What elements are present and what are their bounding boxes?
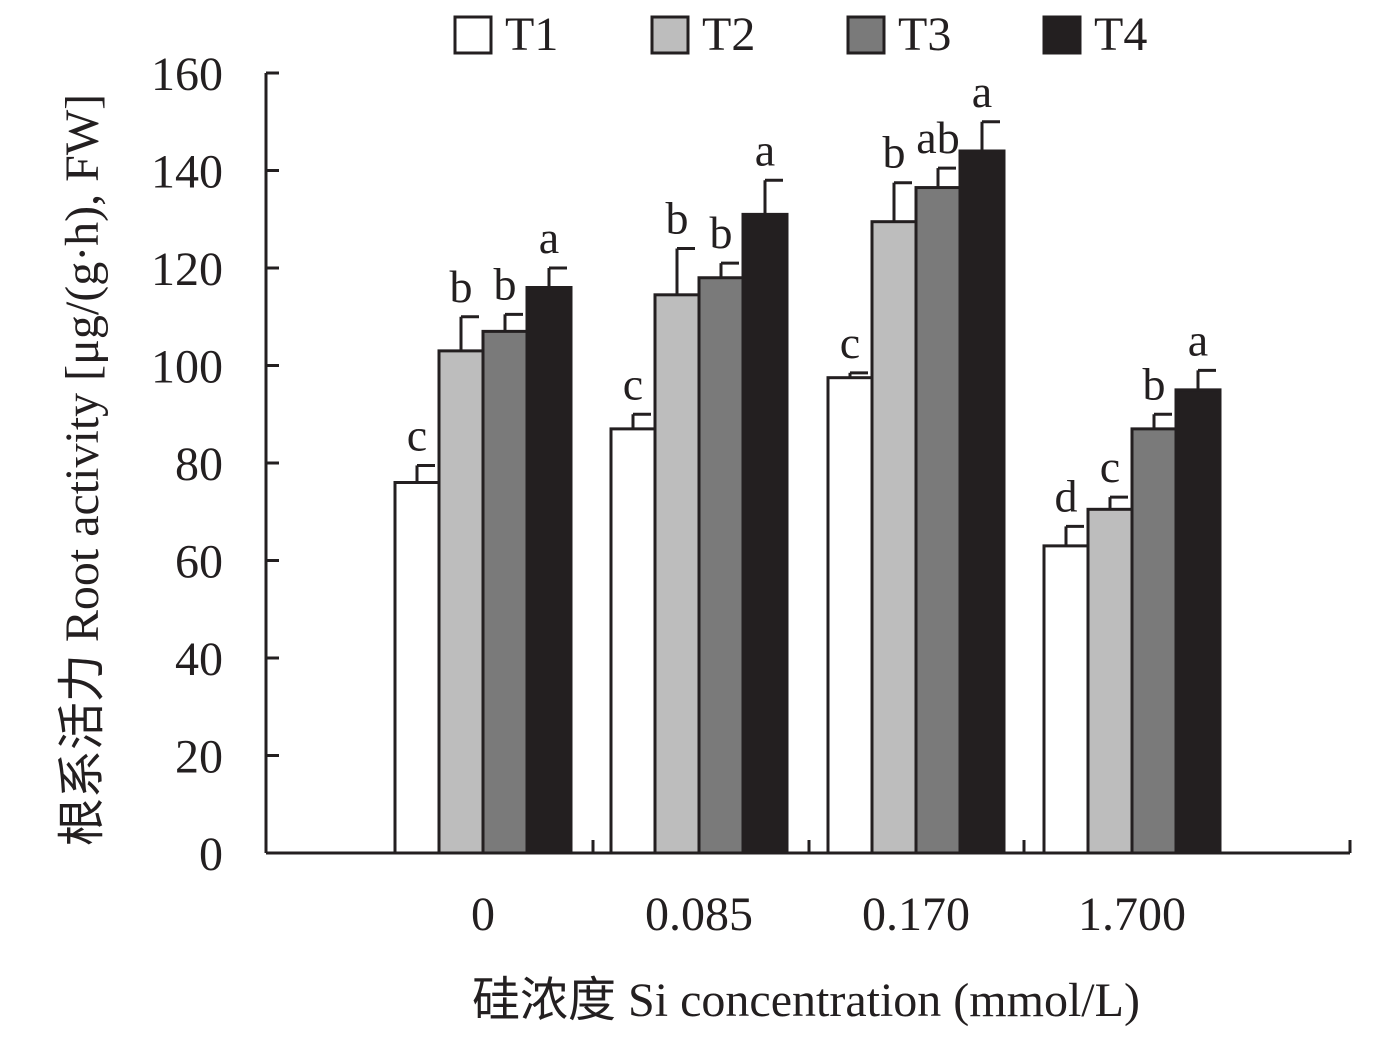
legend-label: T2 bbox=[702, 8, 755, 61]
bars bbox=[393, 120, 1222, 855]
significance-label: d bbox=[1055, 470, 1078, 521]
y-tick-label: 60 bbox=[175, 536, 223, 589]
legend-swatch bbox=[1042, 15, 1082, 55]
y-tick-label: 160 bbox=[151, 48, 223, 101]
x-tick-label: 0 bbox=[471, 888, 495, 941]
legend-swatch bbox=[453, 15, 493, 55]
bar bbox=[914, 186, 962, 855]
y-tick-label: 80 bbox=[175, 438, 223, 491]
y-tick-label: 0 bbox=[199, 828, 223, 881]
significance-label: b bbox=[450, 261, 473, 312]
x-axis-title: 硅浓度 Si concentration (mmol/L) bbox=[472, 974, 1140, 1027]
x-tick-label: 0.170 bbox=[862, 888, 970, 941]
y-tick-label: 100 bbox=[151, 341, 223, 394]
bar bbox=[870, 220, 918, 855]
significance-label: c bbox=[623, 358, 643, 409]
y-tick-label: 20 bbox=[175, 731, 223, 784]
significance-label: a bbox=[539, 212, 559, 263]
bar bbox=[437, 349, 485, 855]
legend-swatch bbox=[650, 15, 690, 55]
bar bbox=[1174, 388, 1222, 855]
significance-label: a bbox=[972, 66, 992, 117]
legend-label: T4 bbox=[1094, 8, 1147, 61]
significance-label: b bbox=[666, 193, 689, 244]
legend-label: T1 bbox=[505, 8, 558, 61]
y-tick-label: 140 bbox=[151, 146, 223, 199]
y-tick-label: 40 bbox=[175, 633, 223, 686]
x-tick-label: 1.700 bbox=[1078, 888, 1186, 941]
y-axis-title: 根系活力 Root activity [μg/(g·h), FW] bbox=[56, 94, 109, 846]
significance-label: a bbox=[1188, 314, 1208, 365]
significance-label: ab bbox=[916, 112, 959, 163]
significance-label: c bbox=[407, 409, 427, 460]
bar bbox=[958, 149, 1006, 855]
bar bbox=[826, 376, 874, 855]
bar bbox=[697, 276, 745, 855]
bar bbox=[525, 286, 573, 855]
bar bbox=[393, 481, 441, 855]
bar bbox=[1130, 427, 1178, 855]
bar bbox=[1042, 544, 1090, 855]
bar bbox=[609, 427, 657, 855]
bar bbox=[481, 329, 529, 855]
significance-label: a bbox=[755, 124, 775, 175]
significance-label: b bbox=[494, 258, 517, 309]
significance-label: b bbox=[1143, 358, 1166, 409]
legend-label: T3 bbox=[898, 8, 951, 61]
legend-swatch bbox=[846, 15, 886, 55]
bar bbox=[1086, 507, 1134, 855]
significance-label: c bbox=[1100, 441, 1120, 492]
significance-label: b bbox=[710, 207, 733, 258]
bar bbox=[653, 293, 701, 855]
significance-label: b bbox=[883, 127, 906, 178]
y-tick-label: 120 bbox=[151, 243, 223, 296]
bar bbox=[741, 212, 789, 855]
legend: T1 T2 T3 T4 bbox=[453, 8, 1147, 61]
x-tick-label: 0.085 bbox=[645, 888, 753, 941]
significance-label: c bbox=[840, 317, 860, 368]
